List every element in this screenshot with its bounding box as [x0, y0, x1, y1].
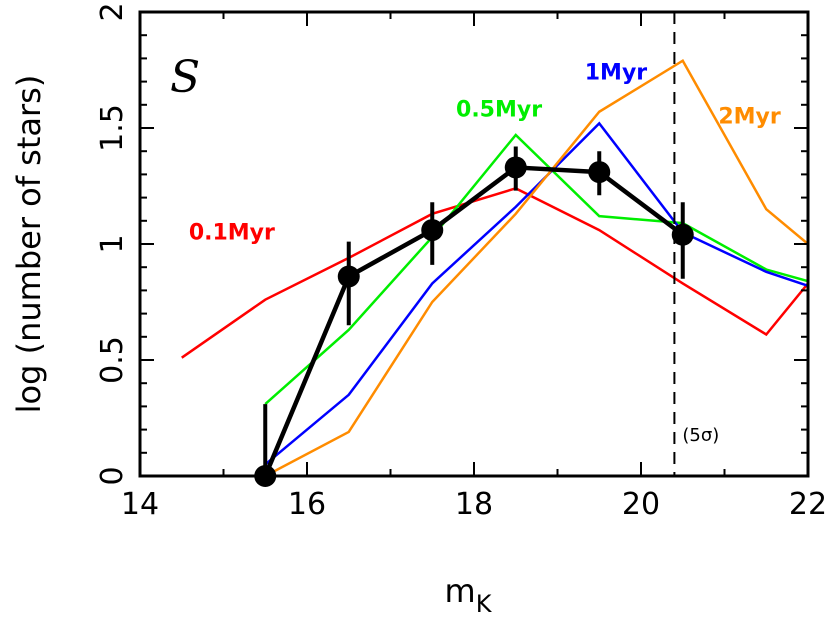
panel-label: S: [170, 52, 200, 103]
y-axis-title: log (number of stars): [10, 75, 48, 414]
x-tick-label: 22: [789, 487, 827, 522]
series-line-1myr: [264, 121, 808, 466]
y-tick-label: 2: [95, 2, 130, 21]
observed-point: [588, 161, 611, 184]
x-axis-title: mK: [445, 572, 493, 618]
observed-point: [421, 219, 444, 242]
x-tick-label: 16: [288, 487, 326, 522]
x-tick-label: 14: [121, 487, 159, 522]
vline-layer: (5σ): [673, 12, 719, 476]
series-line-0-5myr: [264, 133, 808, 406]
series-label-1myr: 1Myr: [585, 60, 648, 85]
detection-limit-label: (5σ): [682, 425, 719, 446]
observed-layer: [254, 146, 694, 487]
observed-line: [263, 165, 685, 477]
series-layer: [181, 58, 808, 476]
observed-point: [671, 223, 694, 246]
label-layer: 0.1Myr 0.5Myr 1Myr 2Myr: [189, 60, 781, 245]
observed-point: [337, 265, 360, 288]
y-tick-label: 0: [95, 466, 130, 485]
y-tick-label: 0.5: [95, 336, 130, 384]
series-label-2myr: 2Myr: [718, 104, 781, 129]
x-axis-title-main: m: [445, 572, 476, 610]
x-tick-label: 20: [622, 487, 660, 522]
series-line-2myr: [264, 58, 808, 476]
tick-layer: 14 16 18 20 22 0 0.5 1 1.5 2: [95, 2, 827, 522]
y-tick-label: 1.5: [95, 104, 130, 152]
x-axis-title-subscript: K: [476, 590, 493, 618]
series-label-0-1myr: 0.1Myr: [189, 220, 275, 245]
observed-point: [504, 156, 527, 179]
series-label-0-5myr: 0.5Myr: [456, 97, 542, 122]
x-tick-label: 18: [455, 487, 493, 522]
y-tick-label: 1: [95, 234, 130, 253]
series-line-0-1myr: [181, 186, 808, 359]
